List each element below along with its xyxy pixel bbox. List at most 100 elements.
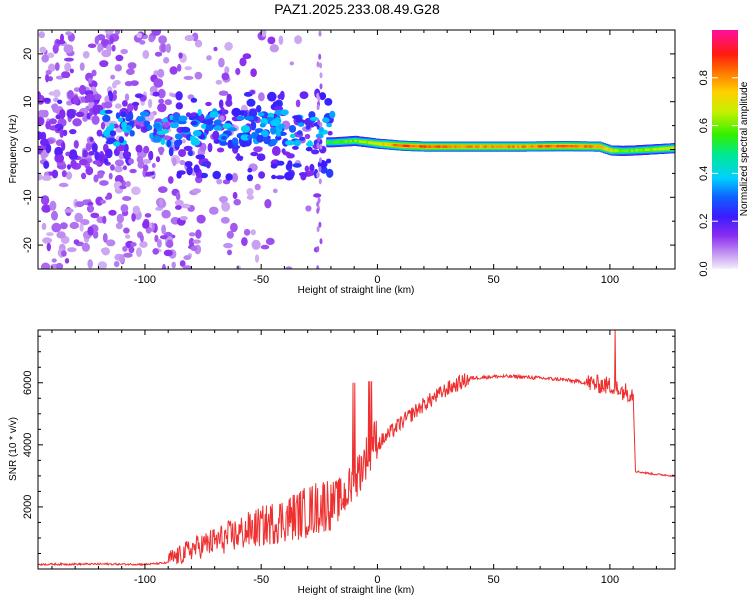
spectrogram-cell: [416, 145, 420, 148]
spectrogram-cell: [182, 265, 193, 269]
spectrogram-cell: [565, 145, 569, 148]
spectrogram-cell: [206, 55, 212, 61]
spectrogram-cell: [326, 122, 332, 128]
spectrogram-cell: [516, 145, 520, 148]
spectrogram-cell: [166, 239, 174, 248]
spectrogram-cell: [183, 75, 194, 80]
spectrogram-cell: [88, 151, 95, 156]
spectrogram-cell: [42, 237, 53, 244]
spectrogram-cell: [267, 91, 277, 102]
spectrogram-cell: [99, 180, 109, 186]
y-tick-label: 20: [22, 48, 34, 60]
spectrogram-cell: [281, 148, 286, 154]
spectrogram-cell: [616, 149, 620, 152]
spectrogram-cell: [317, 135, 321, 142]
spectrogram-cell: [287, 160, 293, 169]
spectrogram-cell: [132, 205, 141, 215]
spectrogram-cell: [174, 133, 183, 140]
spectrogram-cell: [175, 102, 183, 110]
spectrogram-cell: [665, 147, 669, 150]
spectrogram-cell: [264, 199, 272, 209]
spectrogram-cell: [65, 171, 73, 180]
spectrogram-cell: [297, 122, 305, 127]
spectrogram-cell: [129, 112, 134, 121]
spectrogram-cell: [184, 35, 195, 42]
spectrogram-cell: [161, 224, 167, 235]
spectrogram-cell: [426, 145, 430, 148]
spectrogram-cell: [81, 172, 87, 180]
spectrogram-cell: [85, 166, 94, 176]
spectrogram-cell: [181, 203, 191, 209]
spectrogram-cell: [66, 109, 76, 119]
spectrogram-cell: [271, 146, 281, 156]
spectrogram-cell: [114, 103, 122, 109]
spectrogram-cell: [386, 143, 390, 146]
spectrogram-cell: [589, 145, 592, 148]
spectrogram-cell: [119, 185, 127, 190]
spectrogram-cell: [141, 159, 152, 164]
spectrogram-cell: [651, 148, 655, 151]
spectrogram-cell: [63, 44, 74, 54]
spectrogram-cell: [158, 98, 165, 104]
spectrogram-cell: [391, 143, 395, 147]
spectrogram-cell: [129, 130, 135, 137]
spectrogram-cell: [319, 83, 323, 90]
spectrogram-cell: [318, 166, 322, 172]
spectrogram-cell: [288, 124, 297, 133]
spectrogram-cell: [205, 123, 214, 132]
spectrogram-cell: [158, 186, 168, 194]
spectrogram-cell: [440, 145, 444, 148]
spectrogram-cell: [670, 147, 674, 150]
spectrogram-cell: [59, 109, 66, 119]
spectrogram-cell: [361, 140, 365, 143]
spectrogram-cell: [250, 68, 257, 77]
spectrogram-cell: [554, 145, 558, 148]
spectrogram-cell: [151, 30, 162, 36]
spectrogram-cell: [113, 80, 121, 85]
spectrogram-cell: [61, 141, 66, 151]
spectrogram-cell: [101, 247, 110, 256]
spectrogram-cell: [656, 147, 660, 151]
spectrogram-cell: [110, 74, 116, 80]
spectrogram-cell: [644, 148, 648, 151]
snr-series-line: [38, 330, 675, 567]
spectrogram-cell: [637, 149, 641, 152]
spectrogram-cell: [318, 30, 322, 37]
spectrogram-cell: [272, 188, 278, 194]
spectrogram-cell: [572, 145, 576, 148]
spectrogram-cell: [254, 183, 261, 191]
spectrogram-cell: [233, 198, 241, 206]
spectrogram-cell: [118, 136, 125, 144]
spectrogram-cell: [136, 116, 146, 122]
spectrogram-cell: [175, 192, 181, 201]
spectrogram-cell: [198, 114, 204, 122]
spectrogram-cell: [144, 213, 152, 218]
spectrogram-cell: [454, 145, 458, 148]
spectrogram-cell: [209, 111, 219, 118]
spectrogram-cell: [407, 144, 411, 148]
spectrogram-cell: [372, 142, 376, 145]
spectrogram-cell: [213, 119, 222, 126]
colorbar: 0.0 0.2 0.4 0.6 0.8 Normalized spectral ampl…: [698, 30, 750, 277]
spectrogram-cell: [419, 145, 423, 148]
spectrogram-cell: [217, 147, 225, 153]
spectrogram-cell: [51, 210, 58, 221]
spectrogram-cell: [102, 215, 107, 224]
spectrogram-cell: [269, 44, 279, 53]
spectrogram-cell: [213, 46, 218, 52]
spectrogram-cell: [79, 223, 84, 232]
spectrogram-cell: [542, 145, 546, 148]
spectrogram-cell: [633, 149, 637, 152]
spectrogram-cell: [284, 171, 294, 181]
spectrogram-cell: [239, 141, 249, 148]
colorbar-tick-label: 0.0: [698, 261, 710, 276]
spectrogram-cell: [41, 54, 49, 63]
spectrogram-cell: [382, 142, 386, 146]
spectrogram-cell: [88, 205, 94, 213]
spectrogram-cell: [123, 227, 130, 234]
spectrogram-cell: [127, 103, 134, 112]
spectrogram-x-ticks: -100 -50 0 50 100: [51, 30, 657, 286]
spectrogram-cell: [168, 176, 174, 184]
spectrogram-cell: [658, 147, 662, 151]
spectrogram-cell: [270, 119, 280, 127]
